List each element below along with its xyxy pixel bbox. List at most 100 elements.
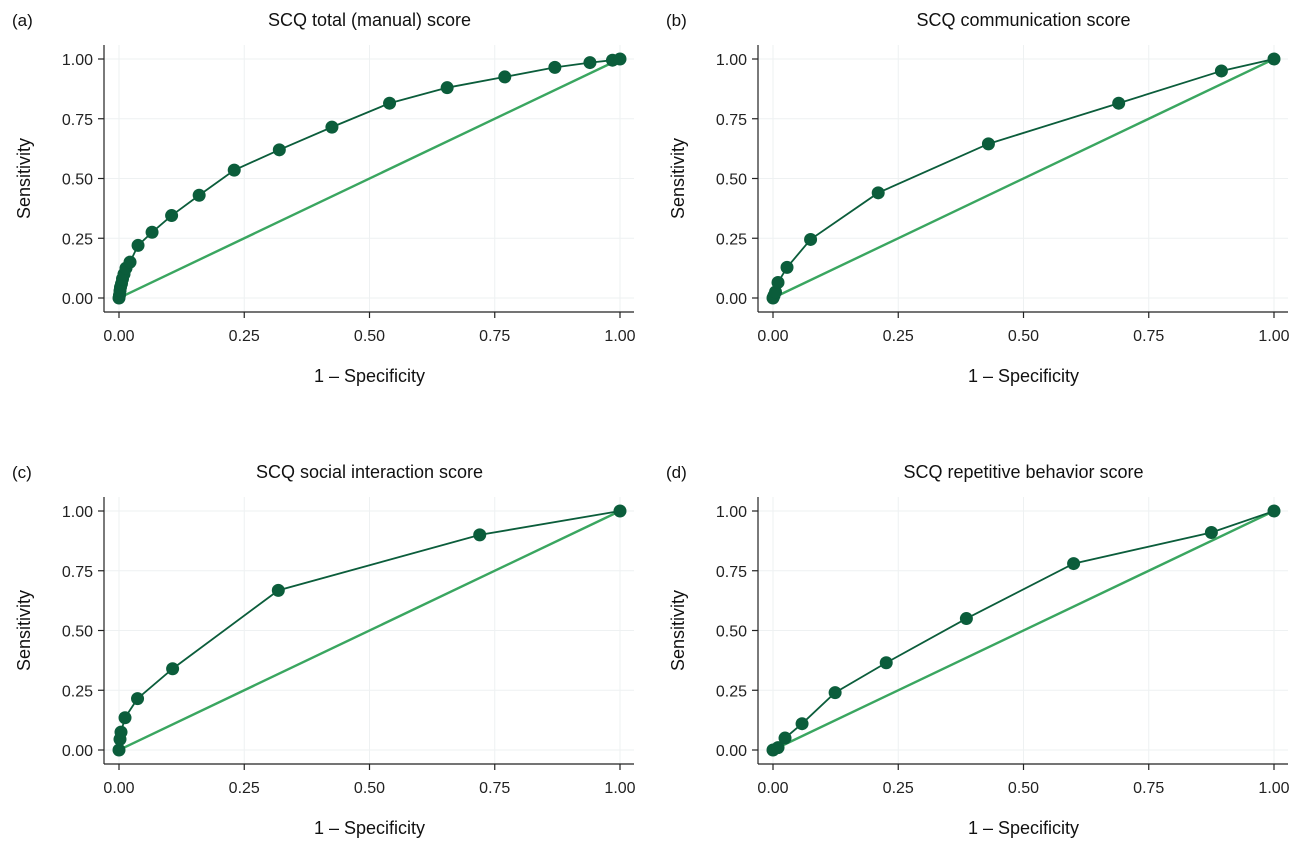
x-tick-label: 0.00 [757, 780, 788, 797]
y-tick-label: 1.00 [62, 504, 93, 521]
panel-title: SCQ social interaction score [256, 462, 483, 482]
x-tick-label: 0.75 [1133, 328, 1164, 345]
roc-point [118, 711, 132, 725]
reference-line [118, 509, 621, 752]
y-tick-label: 1.00 [62, 52, 93, 69]
roc-point [165, 209, 179, 223]
panel-b: (b) SCQ communication score 0.00 0.25 0.50 0.… [666, 10, 1290, 386]
roc-point [1267, 504, 1281, 518]
panel-a: (a) SCQ total (manual) score 0.00 0.25 0.50 0… [12, 10, 636, 386]
roc-point [828, 686, 842, 700]
roc-point [145, 225, 159, 239]
y-tick-label: 0.25 [716, 231, 747, 248]
y-tick-label: 0.50 [62, 624, 93, 641]
panel-letter: (b) [666, 11, 687, 30]
y-tick-label: 1.00 [716, 504, 747, 521]
x-tick-label: 0.25 [229, 328, 260, 345]
panel-title: SCQ communication score [916, 10, 1130, 30]
roc-point [981, 137, 995, 151]
y-axis-title: Sensitivity [14, 590, 34, 671]
x-tick-label: 0.00 [103, 780, 134, 797]
roc-point [114, 725, 128, 739]
x-axis-title: 1 – Specificity [968, 366, 1079, 386]
y-tick-label: 0.00 [716, 743, 747, 760]
roc-point [166, 662, 180, 676]
x-tick-label: 0.50 [1008, 780, 1039, 797]
roc-point [383, 96, 397, 110]
roc-point [780, 260, 794, 274]
roc-point [613, 52, 627, 66]
y-tick-label: 0.75 [62, 112, 93, 129]
panel-d: (d) SCQ repetitive behavior score 0.00 0.25… [666, 462, 1290, 838]
roc-point [771, 741, 785, 755]
panel-title: SCQ total (manual) score [268, 10, 471, 30]
x-axis-title: 1 – Specificity [314, 366, 425, 386]
y-tick-label: 0.25 [62, 683, 93, 700]
x-tick-label: 0.25 [229, 780, 260, 797]
roc-point [1112, 96, 1126, 110]
roc-point [131, 238, 145, 252]
roc-point [123, 255, 137, 269]
y-axis-title: Sensitivity [668, 590, 688, 671]
roc-point [498, 70, 512, 84]
y-tick-label: 0.50 [716, 624, 747, 641]
x-tick-label: 0.75 [479, 328, 510, 345]
y-axis-title: Sensitivity [668, 138, 688, 219]
y-tick-label: 0.75 [716, 564, 747, 581]
x-tick-label: 0.25 [883, 328, 914, 345]
roc-point [548, 60, 562, 74]
panel-c: (c) SCQ social interaction score 0.00 0.25 0… [12, 462, 636, 838]
y-tick-label: 0.25 [716, 683, 747, 700]
reference-line [772, 57, 1275, 300]
roc-point [879, 656, 893, 670]
y-tick-label: 0.25 [62, 231, 93, 248]
x-axis-title: 1 – Specificity [968, 818, 1079, 838]
roc-point [583, 56, 597, 70]
reference-line [118, 57, 621, 300]
roc-point [771, 275, 785, 289]
y-tick-label: 0.75 [716, 112, 747, 129]
x-tick-label: 0.50 [354, 328, 385, 345]
x-tick-label: 1.00 [1258, 780, 1289, 797]
roc-point [804, 232, 818, 246]
x-tick-label: 1.00 [604, 780, 635, 797]
roc-point [795, 717, 809, 731]
roc-point [192, 188, 206, 202]
y-tick-label: 0.00 [62, 291, 93, 308]
roc-point [871, 186, 885, 200]
y-tick-label: 0.50 [62, 172, 93, 189]
reference-line [772, 509, 1275, 752]
y-tick-label: 0.00 [62, 743, 93, 760]
x-axis-title: 1 – Specificity [314, 818, 425, 838]
roc-point [271, 583, 285, 597]
y-tick-label: 1.00 [716, 52, 747, 69]
roc-point [227, 163, 241, 177]
roc-point [131, 692, 145, 706]
roc-point [1204, 526, 1218, 540]
roc-point [440, 81, 454, 95]
y-tick-label: 0.50 [716, 172, 747, 189]
roc-point [1214, 64, 1228, 78]
roc-point [473, 528, 487, 542]
x-tick-label: 1.00 [604, 328, 635, 345]
x-tick-label: 0.75 [479, 780, 510, 797]
x-tick-label: 0.50 [1008, 328, 1039, 345]
panel-letter: (a) [12, 11, 33, 30]
y-tick-label: 0.00 [716, 291, 747, 308]
y-tick-label: 0.75 [62, 564, 93, 581]
y-axis-title: Sensitivity [14, 138, 34, 219]
panel-title: SCQ repetitive behavior score [903, 462, 1143, 482]
roc-point [778, 731, 792, 745]
x-tick-label: 0.75 [1133, 780, 1164, 797]
roc-point [325, 120, 339, 134]
panel-letter: (d) [666, 463, 687, 482]
x-tick-label: 0.00 [103, 328, 134, 345]
panel-letter: (c) [12, 463, 32, 482]
roc-point [112, 743, 126, 757]
x-tick-label: 0.50 [354, 780, 385, 797]
roc-point [959, 612, 973, 626]
roc-point [1067, 557, 1081, 571]
x-tick-label: 0.00 [757, 328, 788, 345]
